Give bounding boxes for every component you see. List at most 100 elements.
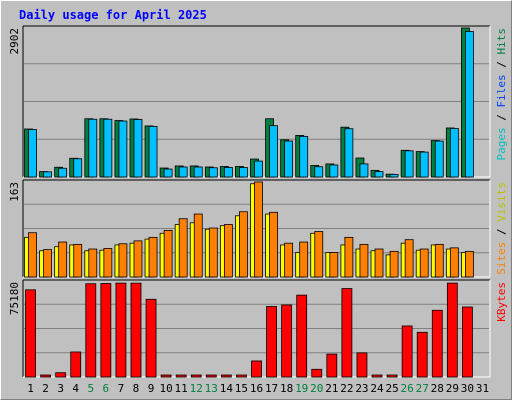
bar-files-day-6 (103, 118, 113, 178)
x-tick-label-day-28: 28 (431, 382, 444, 395)
x-tick-label-day-27: 27 (416, 382, 429, 395)
bar-kbytes-day-21 (326, 353, 338, 378)
x-tick-label-day-19: 19 (295, 382, 308, 395)
bar-sites-day-23 (359, 243, 369, 278)
legend-segment-2: Visits (495, 182, 508, 222)
bar-kbytes-day-26 (401, 325, 413, 378)
x-tick-label-day-21: 21 (325, 382, 338, 395)
x-tick-label-day-31: 31 (476, 382, 489, 395)
x-tick-label-day-13: 13 (205, 382, 218, 395)
panel-hits-files-pages-legend-label: Pages / Files / Hits (495, 28, 508, 161)
x-tick-label-day-22: 22 (340, 382, 353, 395)
legend-segment-3: / (495, 55, 508, 75)
bar-files-day-16 (254, 160, 263, 178)
bar-sites-day-3 (58, 241, 68, 278)
bar-files-day-29 (449, 128, 459, 178)
legend-segment-0: Sites (495, 242, 508, 275)
bar-sites-day-17 (269, 211, 278, 278)
bar-kbytes-day-23 (356, 352, 368, 378)
legend-segment-2: Files (495, 74, 508, 107)
bar-files-day-20 (314, 166, 324, 178)
bar-files-day-2 (43, 171, 52, 178)
bar-sites-day-20 (314, 231, 324, 278)
bar-sites-day-28 (434, 243, 444, 278)
x-tick-label-day-7: 7 (118, 382, 125, 395)
bar-sites-day-14 (223, 224, 233, 278)
panel-visits-sites-legend-label: Sites / Visits (495, 182, 508, 275)
bar-files-day-9 (148, 126, 158, 178)
bar-files-day-10 (163, 168, 173, 178)
bar-sites-day-10 (163, 229, 173, 278)
bar-kbytes-day-3 (55, 372, 67, 378)
bar-files-day-15 (239, 167, 248, 178)
panel-kbytes-max-label: 75180 (8, 282, 21, 315)
bar-kbytes-day-16 (251, 360, 262, 378)
bar-kbytes-day-27 (416, 331, 428, 378)
bar-kbytes-day-28 (431, 309, 443, 378)
x-tick-label-day-9: 9 (148, 382, 155, 395)
bar-sites-day-6 (103, 248, 113, 278)
x-tick-label-day-26: 26 (401, 382, 414, 395)
legend-segment-1: / (495, 108, 508, 128)
panel-hits-files-pages-max-label: 2902 (8, 28, 21, 55)
bar-files-day-22 (344, 128, 354, 178)
bar-kbytes-day-20 (311, 368, 323, 378)
x-tick-label-day-6: 6 (103, 382, 110, 395)
bar-sites-day-11 (178, 218, 188, 278)
x-tick-label-day-14: 14 (220, 382, 234, 395)
bar-files-day-4 (73, 158, 83, 178)
bar-files-day-18 (284, 140, 294, 178)
bar-kbytes-day-30 (462, 306, 473, 378)
bar-files-day-3 (58, 167, 68, 178)
bar-files-day-12 (193, 166, 203, 178)
bar-files-day-7 (118, 120, 128, 178)
bar-kbytes-day-17 (266, 306, 277, 378)
x-tick-label-day-16: 16 (250, 382, 263, 395)
bar-kbytes-day-11 (175, 374, 187, 378)
bar-files-day-14 (223, 167, 233, 178)
x-tick-label-day-30: 30 (461, 382, 474, 395)
bar-kbytes-day-10 (160, 374, 172, 378)
bar-sites-day-12 (193, 213, 203, 278)
x-tick-label-day-20: 20 (310, 382, 323, 395)
bar-sites-day-7 (118, 243, 128, 278)
x-tick-label-day-8: 8 (133, 382, 140, 395)
bar-files-day-30 (465, 31, 474, 178)
bar-kbytes-day-15 (236, 374, 247, 378)
legend-segment-0: Pages (495, 127, 508, 160)
bar-sites-day-18 (284, 242, 294, 278)
legend-segment-1: / (495, 222, 508, 242)
x-tick-label-day-23: 23 (355, 382, 368, 395)
bar-files-day-27 (419, 151, 429, 178)
bar-files-day-26 (404, 150, 414, 178)
bar-sites-day-22 (344, 236, 354, 278)
legend-segment-4: Hits (495, 28, 508, 55)
x-tick-label-day-15: 15 (235, 382, 248, 395)
bar-kbytes-day-5 (85, 283, 97, 378)
x-tick-label-day-2: 2 (42, 382, 49, 395)
legend-segment-0: KBytes (495, 282, 508, 322)
bar-sites-day-15 (239, 211, 248, 278)
bar-files-day-8 (133, 119, 143, 178)
bar-sites-day-16 (254, 181, 263, 278)
bar-kbytes-day-8 (130, 282, 142, 378)
bar-sites-day-27 (419, 248, 429, 278)
x-tick-label-day-5: 5 (87, 382, 94, 395)
bar-kbytes-day-7 (115, 282, 127, 378)
bar-sites-day-24 (374, 248, 384, 278)
bar-kbytes-day-12 (190, 374, 202, 378)
bar-files-day-13 (208, 167, 218, 178)
bar-sites-day-8 (133, 240, 143, 278)
bar-sites-day-29 (449, 247, 459, 278)
x-tick-label-day-25: 25 (385, 382, 398, 395)
bar-sites-day-19 (299, 241, 309, 278)
bar-files-day-11 (178, 166, 188, 178)
x-tick-label-day-3: 3 (57, 382, 64, 395)
bar-kbytes-day-18 (281, 304, 293, 378)
x-tick-label-day-10: 10 (159, 382, 172, 395)
bar-kbytes-day-25 (386, 374, 398, 378)
x-tick-label-day-18: 18 (280, 382, 293, 395)
bar-files-day-17 (269, 125, 278, 178)
bar-kbytes-day-24 (371, 374, 383, 378)
